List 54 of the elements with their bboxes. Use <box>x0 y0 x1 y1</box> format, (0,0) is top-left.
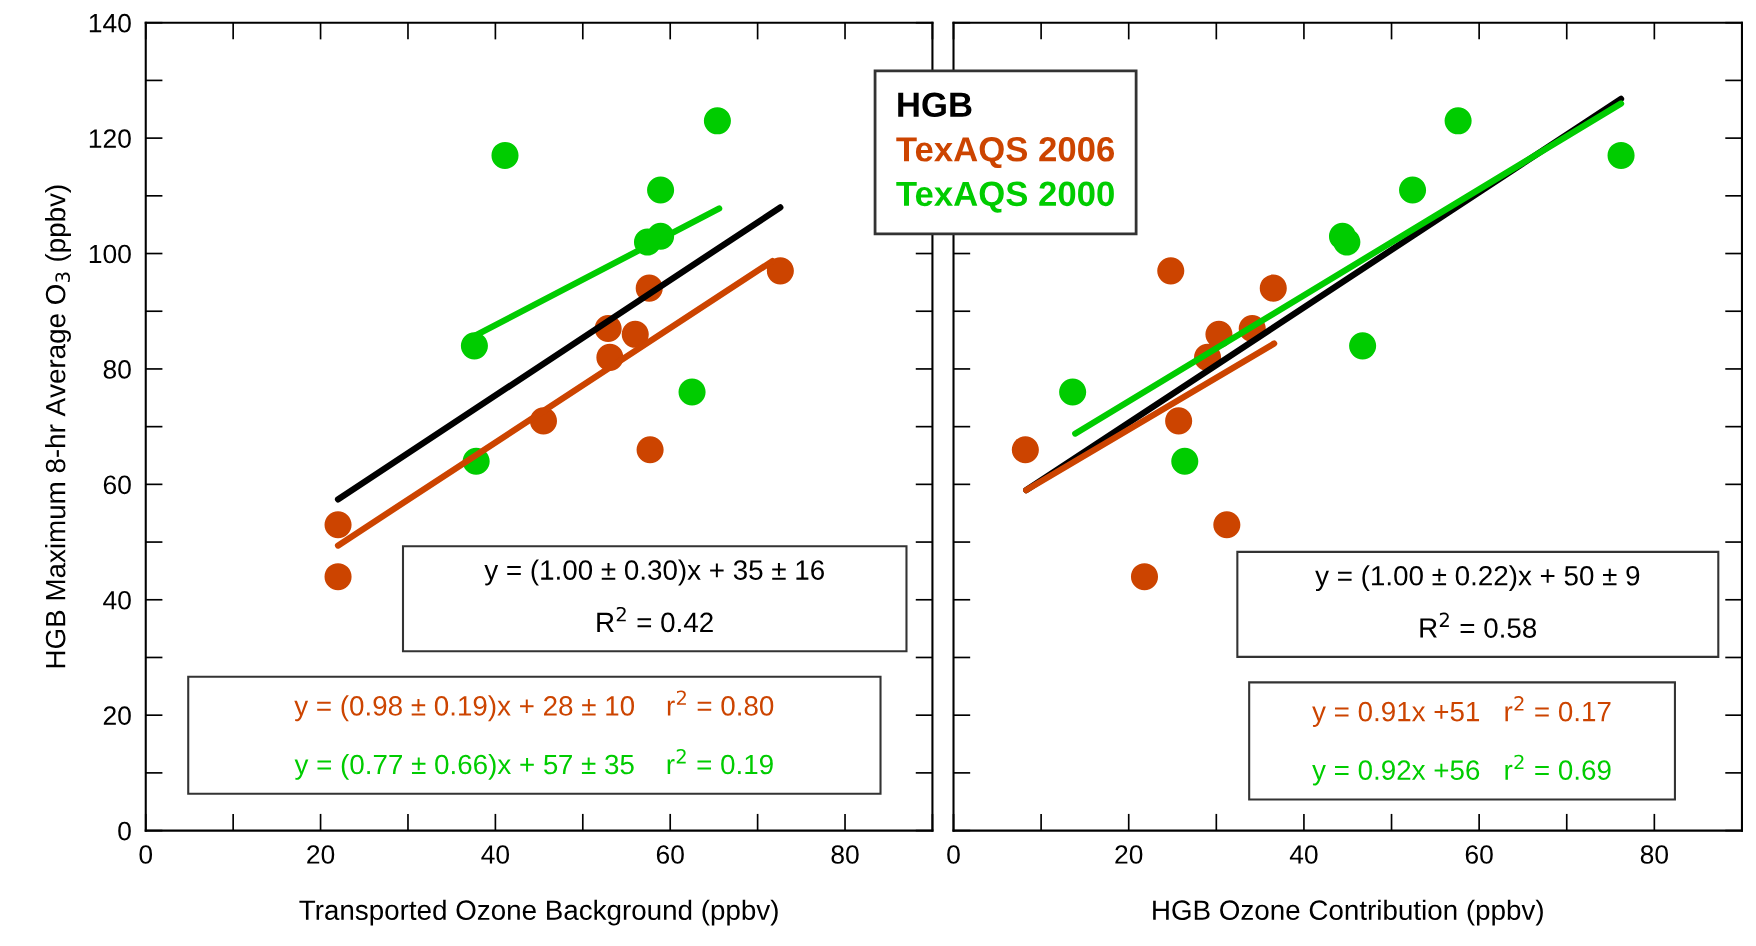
y-axis-title: HGB Maximum 8-hr Average O$_{3}$ (ppbv) <box>45 185 71 668</box>
x-tick-label: 80 <box>1640 845 1668 864</box>
annotation: y = (1.00 ± 0.30)x + 35 ± 16 <box>484 559 824 586</box>
x-tick-label: 0 <box>139 845 153 864</box>
x-tick-label: 20 <box>1115 845 1143 864</box>
annotation: y = 0.91x +51 r$^{2}$ = 0.17 <box>1312 696 1611 727</box>
point <box>1259 274 1287 302</box>
point <box>678 378 706 406</box>
x-tick-label: 20 <box>307 845 335 864</box>
point <box>1213 511 1241 539</box>
annotation: R$^{2}$ = 0.42 <box>597 606 713 633</box>
y-tick-label: 80 <box>103 360 131 379</box>
point <box>1059 378 1087 406</box>
x-axis-title: Transported Ozone Background (ppbv) <box>299 899 778 926</box>
y-tick-label: 20 <box>103 706 131 725</box>
annotation: R$^{2}$ = 0.58 <box>1420 612 1537 638</box>
point <box>636 436 664 464</box>
point <box>1011 436 1039 464</box>
point <box>703 107 731 135</box>
x-tick-label: 60 <box>1465 845 1493 864</box>
y-tick-label: 120 <box>89 129 131 148</box>
annotation: y = (0.98 ± 0.19)x + 28 ± 10 r$^{2}$ = 0.80 <box>294 690 774 722</box>
point <box>1349 332 1377 360</box>
point <box>1607 141 1635 169</box>
x-tick-label: 40 <box>481 845 510 864</box>
point <box>1171 447 1199 475</box>
point <box>1444 107 1472 135</box>
point <box>766 257 794 285</box>
y-tick-label: 40 <box>103 590 131 610</box>
y-tick-label: 0 <box>118 821 131 841</box>
x-tick-label: 40 <box>1289 845 1318 864</box>
point <box>1399 176 1427 204</box>
annotation: y = (0.77 ± 0.66)x + 57 ± 35 r$^{2}$ = 0.19 <box>294 748 773 780</box>
annotation: y = (1.00 ± 0.22)x + 50 ± 9 <box>1315 565 1640 592</box>
point <box>621 320 649 348</box>
point <box>647 176 675 204</box>
point <box>324 511 352 539</box>
point <box>1333 228 1361 256</box>
point <box>1157 257 1185 285</box>
point <box>1130 563 1159 591</box>
annotation: y = 0.92x +56 r$^{2}$ = 0.69 <box>1312 754 1611 786</box>
y-tick-label: 140 <box>89 13 131 33</box>
y-tick-label: 60 <box>103 475 131 495</box>
x-tick-label: 80 <box>831 845 859 864</box>
point <box>491 141 519 169</box>
x-tick-label: 60 <box>656 845 684 864</box>
text: HGB <box>898 92 972 118</box>
point <box>324 563 352 591</box>
text: TexAQS 2000 <box>896 181 1114 213</box>
x-tick-label: 0 <box>947 845 960 864</box>
point <box>1165 407 1193 435</box>
y-tick-label: 100 <box>89 244 131 264</box>
x-axis-title: HGB Ozone Contribution (ppbv) <box>1153 899 1543 926</box>
text: TexAQS 2006 <box>896 137 1115 169</box>
